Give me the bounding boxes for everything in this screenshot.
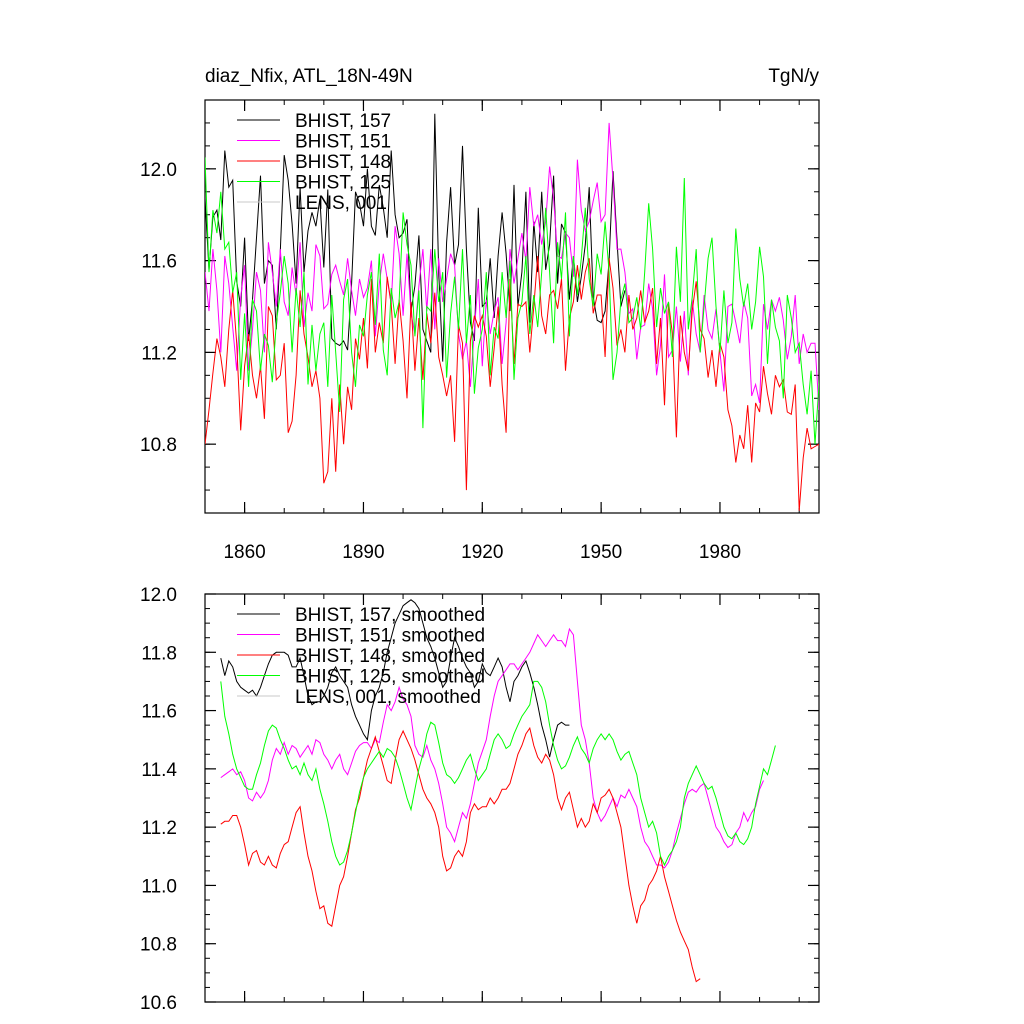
legend-label: BHIST, 125, smoothed [295,667,485,688]
legend-label: LENS, 001, smoothed [295,687,481,708]
y-tick-label: 11.8 [141,643,177,664]
y-tick-label: 11.2 [141,818,177,839]
y-tick-label: 11.6 [141,252,177,273]
series-line-bhist-125-smoothed [220,680,776,867]
series-line-bhist-151-smoothed [220,627,764,869]
top-panel: diaz_Nfix, ATL_18N-49N TgN/y 10.8 11.2 11.6 1… [140,66,820,563]
series-line-bhist-148-smoothed [220,726,701,983]
legend-label: BHIST, 151, smoothed [295,626,485,647]
series-line-bhist-151 [205,122,819,410]
x-tick-label: 1860 [223,542,265,563]
x-tick-label: 1890 [342,542,384,563]
legend-label: BHIST, 125 [295,173,391,194]
legend-label: LENS, 001 [295,193,387,214]
x-tick-label: 1980 [699,542,741,563]
legend-label: BHIST, 148, smoothed [295,646,485,667]
y-tick-label: 11.4 [141,760,177,781]
y-tick-label: 12.0 [140,585,177,606]
y-tick-label: 10.6 [140,993,177,1014]
y-tick-label: 10.8 [140,435,177,456]
y-tick-label: 11.6 [141,702,177,723]
x-tick-label: 1920 [461,542,503,563]
title-right: TgN/y [768,66,819,87]
y-tick-label: 11.0 [141,876,177,897]
title-left: diaz_Nfix, ATL_18N-49N [205,66,413,87]
legend-label: BHIST, 157 [295,111,391,132]
series-line-bhist-157-smoothed [220,599,570,758]
y-tick-label: 11.2 [141,343,177,364]
legend-label: BHIST, 151 [295,132,391,153]
legend-label: BHIST, 157, smoothed [295,605,485,626]
x-tick-label: 1950 [580,542,622,563]
y-tick-label: 10.8 [140,935,177,956]
series-line-bhist-125 [205,157,819,445]
y-tick-label: 12.0 [140,160,177,181]
bottom-panel: 10.6 10.8 11.0 11.2 11.4 11.6 11.8 12.0 BHIST, 1… [140,585,820,1014]
legend-label: BHIST, 148 [295,152,391,173]
